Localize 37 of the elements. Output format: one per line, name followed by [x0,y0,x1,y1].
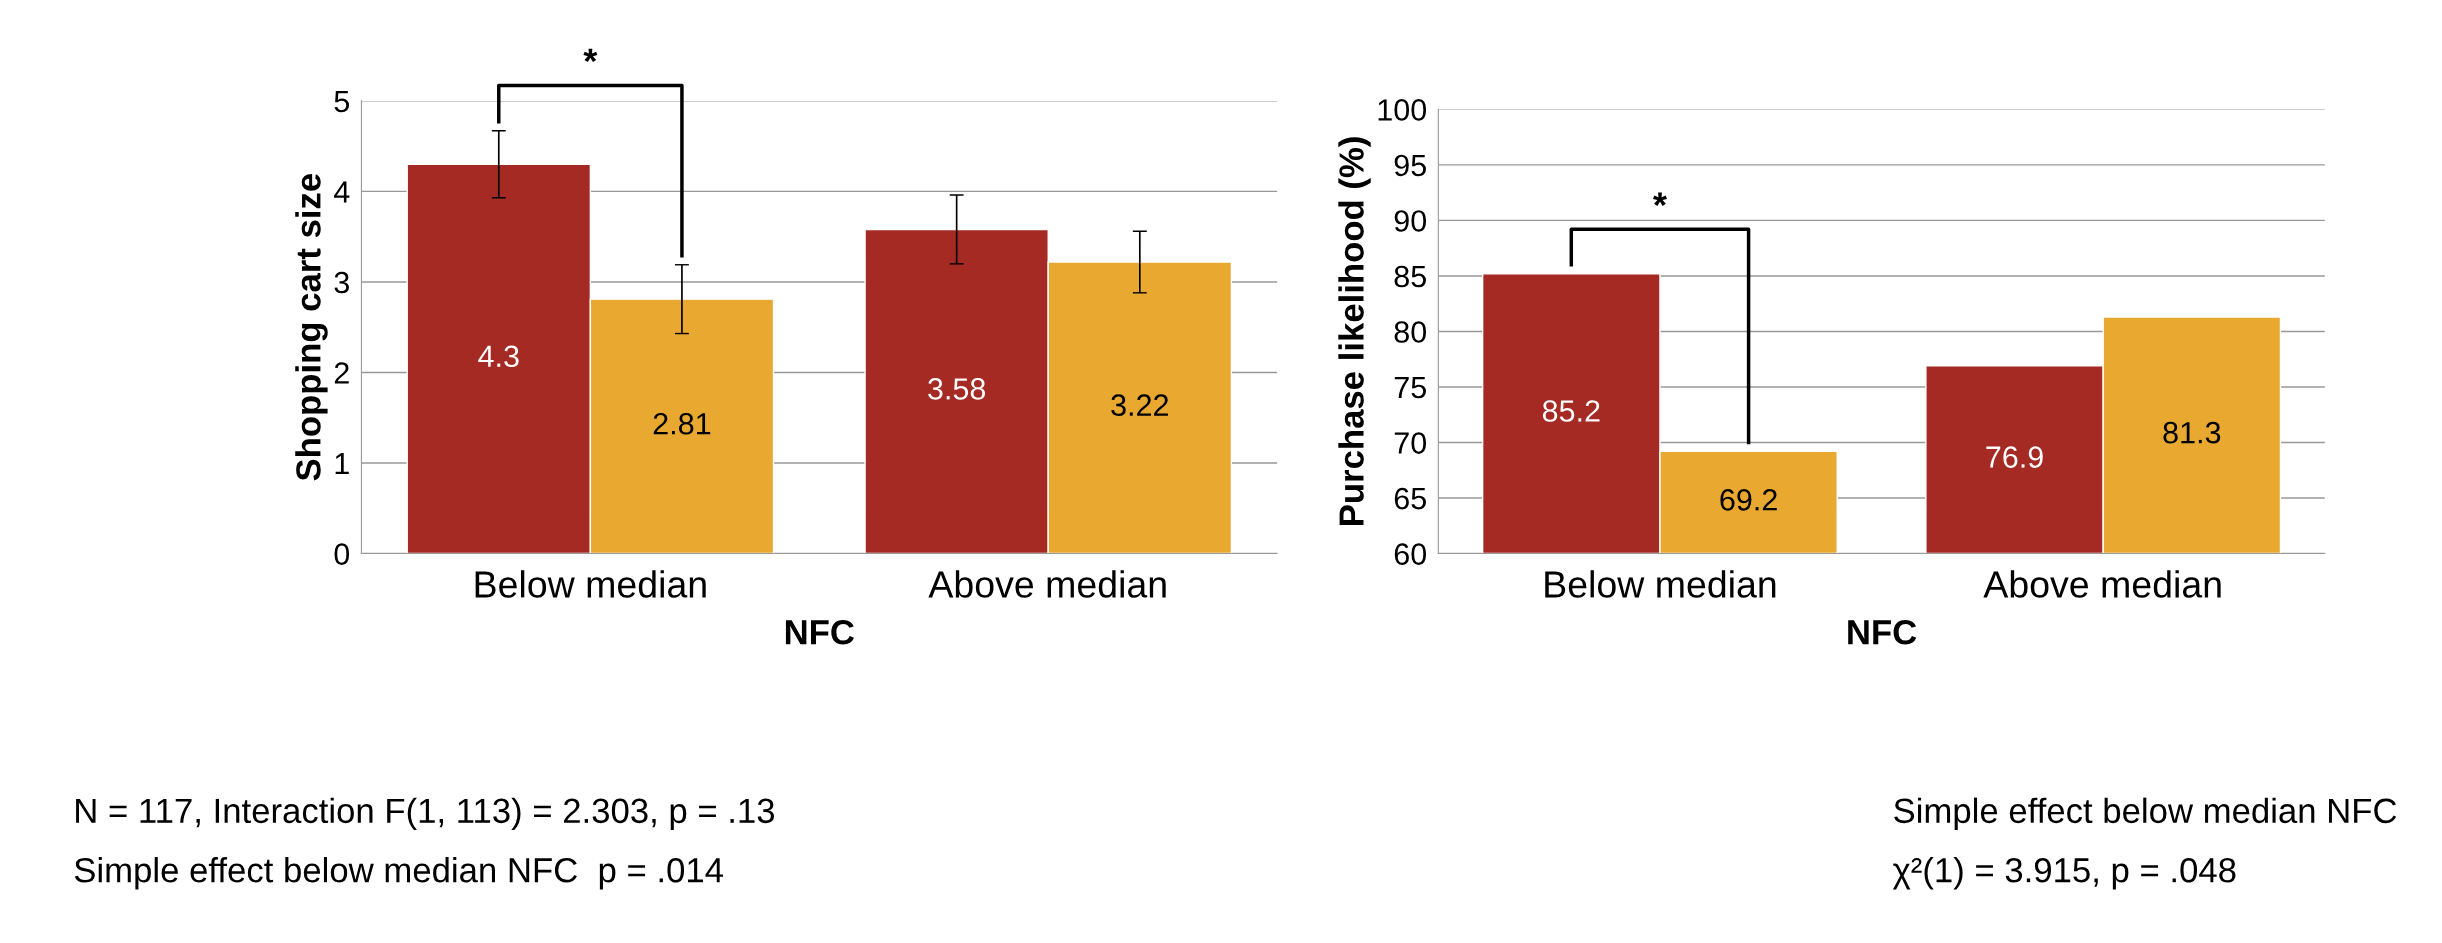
y-tick-label: 85 [1394,265,1426,288]
y-tick-label: 3 [334,271,349,294]
text: Simple effect below median NFC [1894,797,2397,830]
text: N = 117, Interaction F(1, 113) = 2.303, p = .13 [76,797,775,830]
data-label: 4.3 [478,345,519,368]
x-tick-label: Below median [475,570,706,598]
text: * [583,48,598,63]
x-tick-label: Below median [1545,570,1776,598]
data-label: 76.9 [1986,446,2043,468]
data-label: 2.81 [653,412,711,435]
y-tick-label: 100 [1378,99,1427,121]
y-tick-label: 60 [1394,543,1427,565]
x-axis-title: NFC [1848,619,1917,645]
x-axis-title: NFC [785,619,855,645]
y-tick-label: 1 [335,453,349,475]
text: χ²(1) = 3.915, p = .048 [1892,857,2236,890]
y-axis-title: Purchase likelihood (%) [1338,137,1371,525]
y-tick-label: 0 [334,543,350,565]
y-tick-label: 4 [334,181,350,203]
x-tick-label: Above median [928,570,1166,598]
data-label: 69.2 [1720,489,1777,511]
y-tick-label: 70 [1394,432,1427,454]
data-label: 3.58 [928,378,986,400]
data-label: 81.3 [2163,421,2221,444]
data-label: 3.22 [1111,394,1169,416]
annotation: * [1653,192,1667,206]
y-tick-label: 2 [334,362,349,384]
y-tick-label: 5 [334,90,350,113]
y-axis-title: Shopping cart size [295,174,328,481]
data-label: 85.2 [1542,400,1600,422]
y-tick-label: 90 [1394,210,1427,232]
y-tick-label: 65 [1394,487,1426,510]
text: Simple effect below median NFC p = .014 [74,857,723,890]
y-tick-label: 95 [1394,154,1426,177]
x-tick-label: Above median [1983,570,2221,598]
y-tick-label: 80 [1394,321,1427,343]
y-tick-label: 75 [1394,377,1426,399]
